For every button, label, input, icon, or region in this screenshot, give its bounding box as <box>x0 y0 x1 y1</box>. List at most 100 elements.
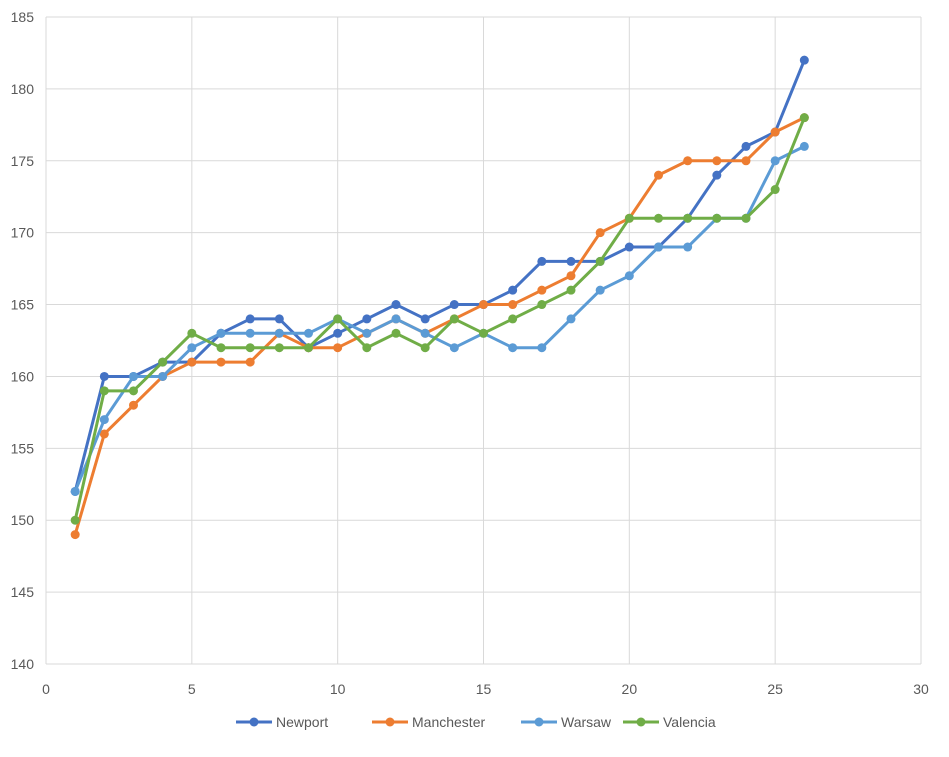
legend-swatch-marker <box>534 717 544 727</box>
data-point <box>420 314 430 324</box>
data-point <box>333 314 343 324</box>
data-point <box>216 357 226 367</box>
data-point <box>245 314 255 324</box>
data-point <box>537 285 547 295</box>
data-point <box>508 285 518 295</box>
y-tick-label: 140 <box>11 656 35 672</box>
y-tick-label: 160 <box>11 368 35 384</box>
legend-entry-newport: Newport <box>236 714 328 730</box>
series-line <box>73 116 806 537</box>
data-point <box>245 357 255 367</box>
legend-label: Valencia <box>663 714 716 730</box>
data-point <box>391 314 401 324</box>
data-point <box>799 55 809 65</box>
data-point <box>508 343 518 353</box>
data-point <box>654 213 663 223</box>
data-point <box>129 371 138 381</box>
y-tick-label: 175 <box>11 153 35 169</box>
data-point <box>712 170 722 180</box>
data-point <box>741 213 751 223</box>
data-point <box>624 271 634 281</box>
data-point <box>391 328 401 338</box>
x-tick-label: 25 <box>767 681 783 697</box>
legend-entry-warsaw: Warsaw <box>521 714 612 730</box>
data-point <box>449 314 459 324</box>
data-point <box>595 256 605 266</box>
data-point <box>712 213 722 223</box>
data-point <box>449 300 459 310</box>
data-point <box>508 314 518 324</box>
series-line <box>73 58 806 493</box>
data-point <box>129 386 138 396</box>
x-tick-label: 5 <box>188 681 196 697</box>
data-point <box>770 156 780 166</box>
data-point <box>187 357 197 367</box>
data-point <box>216 328 226 338</box>
y-tick-label: 170 <box>11 225 35 241</box>
data-point <box>479 328 488 338</box>
data-point <box>449 343 459 353</box>
legend-entry-valencia: Valencia <box>623 714 716 730</box>
data-point <box>216 343 226 353</box>
y-tick-label: 155 <box>11 440 35 456</box>
y-tick-label: 180 <box>11 81 35 97</box>
data-point <box>712 156 722 166</box>
data-point <box>333 328 343 338</box>
data-point <box>129 400 138 410</box>
series-warsaw <box>70 141 809 496</box>
data-point <box>362 343 372 353</box>
data-point <box>362 328 372 338</box>
data-point <box>799 141 809 151</box>
data-point <box>683 242 693 252</box>
x-tick-label: 15 <box>476 681 492 697</box>
legend-entry-manchester: Manchester <box>372 714 485 730</box>
data-point <box>508 300 518 310</box>
legend-label: Manchester <box>412 714 485 730</box>
data-point <box>479 300 488 310</box>
data-point <box>245 343 255 353</box>
data-point <box>99 371 109 381</box>
data-point <box>566 285 576 295</box>
data-point <box>566 314 576 324</box>
legend-label: Warsaw <box>561 714 612 730</box>
data-point <box>683 213 693 223</box>
legend-swatch-marker <box>249 717 259 727</box>
data-point <box>158 371 168 381</box>
data-point <box>654 170 663 180</box>
data-point <box>333 343 343 353</box>
series-valencia <box>70 113 809 525</box>
series-newport <box>70 55 809 496</box>
data-point <box>624 213 634 223</box>
data-point <box>799 113 809 123</box>
axes: 140 145 150 155 160 165 170 175 180 185 0 5 10 15 20 25… <box>11 9 929 697</box>
x-tick-label: 10 <box>330 681 346 697</box>
data-point <box>99 415 109 425</box>
data-point <box>158 357 168 367</box>
data-point <box>537 343 547 353</box>
series-manchester <box>70 113 809 540</box>
data-point <box>566 271 576 281</box>
gridlines <box>45 16 922 665</box>
x-tick-label: 30 <box>913 681 929 697</box>
series-line <box>73 144 806 493</box>
data-point <box>537 300 547 310</box>
data-point <box>683 156 693 166</box>
data-point <box>70 486 80 496</box>
legend: Newport Manchester Warsaw Valencia <box>236 714 716 730</box>
data-point <box>99 386 109 396</box>
y-tick-label: 185 <box>11 9 35 25</box>
data-point <box>741 141 751 151</box>
data-point <box>99 429 109 439</box>
data-point <box>566 256 576 266</box>
data-point <box>391 300 401 310</box>
legend-swatch-marker <box>385 717 395 727</box>
series-line <box>73 116 806 522</box>
y-tick-label: 150 <box>11 512 35 528</box>
data-point <box>245 328 255 338</box>
data-point <box>70 530 80 540</box>
x-tick-label: 20 <box>622 681 638 697</box>
y-tick-label: 145 <box>11 584 35 600</box>
data-point <box>70 515 80 525</box>
legend-swatch-marker <box>636 717 646 727</box>
legend-label: Newport <box>276 714 328 730</box>
